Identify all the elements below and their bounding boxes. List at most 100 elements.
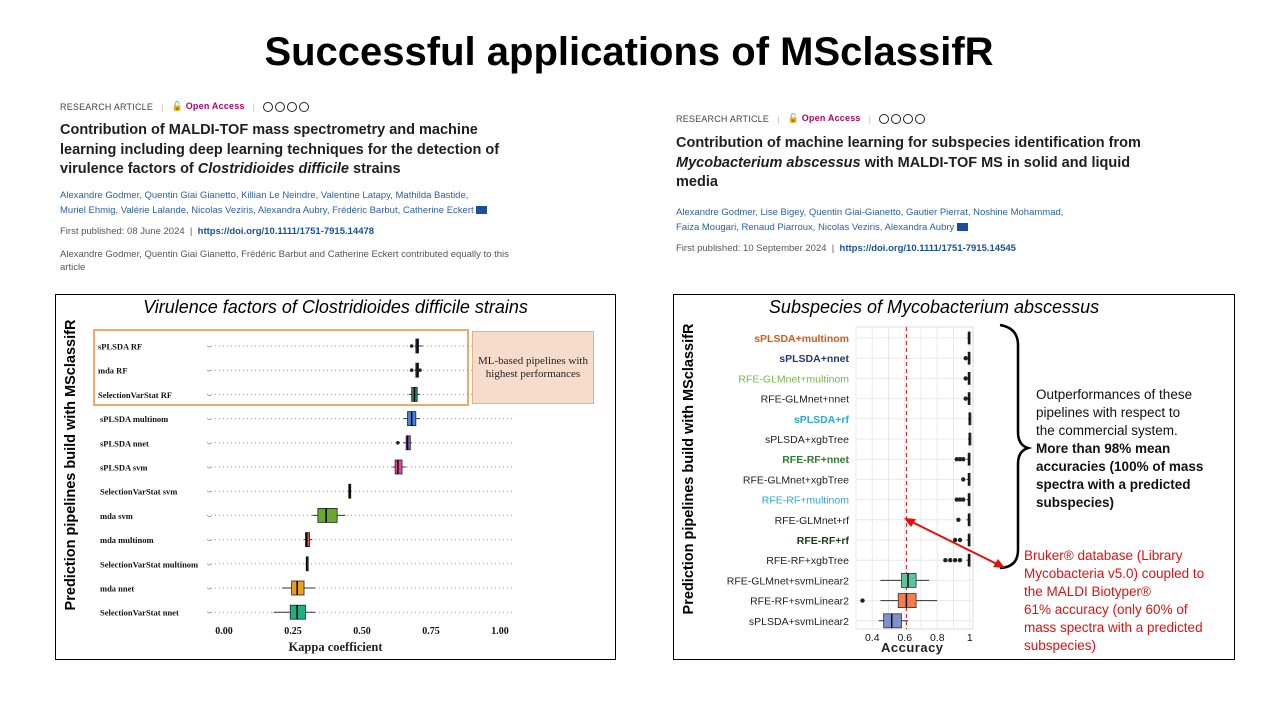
box [897, 593, 917, 609]
paper-right-doi-link[interactable]: https://doi.org/10.1111/1751-7915.14545 [839, 243, 1016, 254]
tick-mark: - [208, 607, 211, 617]
paper-right-title[interactable]: Contribution of machine learning for sub… [676, 135, 1141, 190]
outlier-point [956, 517, 961, 522]
outlier-point [957, 537, 963, 543]
outlier-point [952, 537, 958, 543]
category-label: sPLSDA svm [100, 463, 147, 473]
outlier-point [409, 344, 414, 348]
annotation-bruker: Bruker® database (Library Mycobacteria v… [1024, 548, 1205, 653]
slide-title: Successful applications of MSclassifR [264, 30, 994, 74]
outlier-point [860, 598, 865, 603]
annotation-outperformance: Outperformances of these pipelines with … [1036, 387, 1204, 510]
category-label: sPLSDA nnet [100, 438, 149, 448]
outlier-point [409, 368, 414, 372]
outlier-point [963, 396, 968, 401]
tick-mark: - [208, 559, 211, 569]
category-label: SelectionVarStat RF [98, 390, 172, 400]
article-type-label: RESEARCH ARTICLE [60, 101, 154, 112]
figure-left: Virulence factors of Clostridioides diff… [55, 294, 616, 660]
x-tick-label: 0.25 [284, 626, 302, 637]
outlier-point [957, 457, 963, 462]
outlier-point [396, 441, 400, 445]
outlier-point [957, 497, 963, 502]
category-label: sPLSDA RF [98, 342, 142, 352]
outlier-point [963, 356, 968, 361]
tick-mark: - [208, 535, 211, 545]
paper-right-authors[interactable]: Alexandre Godmer, Lise Bigey, Quentin Gi… [676, 207, 1064, 233]
mail-icon[interactable] [956, 223, 968, 232]
category-label: sPLSDA+xgbTree [765, 434, 849, 446]
figure-left-title: Virulence factors of Clostridioides diff… [143, 297, 528, 317]
x-tick-label: 0.8 [930, 632, 945, 644]
x-tick-label: 0.50 [353, 626, 371, 637]
open-access-badge[interactable]: 🔓 Open Access [171, 101, 245, 111]
paper-left-published: First published: 08 June 2024 | https://… [60, 226, 375, 237]
chart-left-svg: sPLSDA RF - mda RF - SelectionVarStat RF - sPL… [93, 329, 514, 637]
x-tick-label: 0.75 [422, 626, 440, 637]
category-label: RFE-RF+xgbTree [766, 555, 849, 567]
category-label: sPLSDA multinom [100, 414, 168, 424]
outlier-point [957, 558, 963, 563]
x-tick-label: 1.00 [491, 626, 509, 637]
tick-mark: - [208, 438, 211, 448]
category-label: sPLSDA+multinom [754, 333, 849, 345]
paper-left-note: Alexandre Godmer, Quentin Giai Gianetto,… [60, 249, 509, 273]
figure-right: Subspecies of Mycobacterium abscessus Pr… [673, 294, 1235, 660]
category-label: SelectionVarStat svm [100, 487, 177, 497]
outlier-point [961, 497, 966, 502]
box [317, 507, 338, 523]
tick-mark: - [208, 462, 211, 472]
mail-icon[interactable] [476, 206, 488, 215]
category-label: SelectionVarStat multinom [100, 559, 198, 569]
paper-left-title[interactable]: Contribution of MALDI-TOF mass spectrome… [60, 122, 500, 177]
paper-left-doi-link[interactable]: https://doi.org/10.1111/1751-7915.14478 [197, 226, 375, 237]
category-label: mda svm [100, 511, 133, 521]
article-type-label: RESEARCH ARTICLE [676, 113, 770, 124]
tick-mark: - [208, 414, 211, 424]
outlier-point [418, 368, 422, 372]
tick-mark: - [208, 583, 211, 593]
category-label: RFE-RF+svmLinear2 [750, 596, 849, 608]
paper-right-header: RESEARCH ARTICLE | 🔓 Open Access | [676, 113, 926, 124]
paper-left-header: RESEARCH ARTICLE | 🔓 Open Access | [60, 101, 310, 112]
paper-right-published: First published: 10 September 2024 | htt… [676, 243, 1016, 254]
category-label: RFE-RF+rf [797, 535, 850, 547]
tick-mark: - [208, 365, 211, 375]
x-tick-label: 0.6 [897, 632, 912, 644]
x-tick-label: 1 [967, 632, 973, 644]
figure-right-xlabel: Accuracy [881, 640, 944, 655]
outlier-point [961, 477, 966, 482]
box [883, 613, 902, 629]
figure-right-title: Subspecies of Mycobacterium abscessus [768, 297, 1100, 317]
open-access-badge[interactable]: 🔓 Open Access [787, 113, 861, 123]
outlier-point [943, 558, 948, 563]
category-label: RFE-RF+nnet [782, 454, 849, 466]
x-tick-label: 0.00 [215, 626, 233, 637]
paper-left-authors[interactable]: Alexandre Godmer, Quentin Giai Gianetto,… [60, 188, 540, 218]
highlight-box [93, 329, 469, 406]
outlier-point [952, 558, 958, 563]
license-icons [263, 101, 310, 112]
outlier-point [954, 457, 959, 462]
outlier-point [963, 376, 968, 381]
tick-mark: - [208, 341, 211, 351]
category-label: RFE-GLMnet+xgbTree [743, 474, 849, 486]
category-label: sPLSDA+svmLinear2 [749, 616, 849, 628]
outlier-point [954, 497, 959, 502]
category-label: RFE-GLMnet+rf [775, 515, 849, 527]
category-label: RFE-GLMnet+nnet [761, 394, 849, 406]
tick-mark: - [208, 510, 211, 520]
category-label: sPLSDA+rf [794, 414, 850, 426]
outlier-point [948, 558, 953, 563]
outlier-point [961, 457, 966, 462]
category-label: RFE-RF+multinom [762, 495, 849, 507]
tick-mark: - [208, 389, 211, 399]
category-label: RFE-GLMnet+multinom [738, 373, 849, 385]
category-label: sPLSDA+nnet [779, 353, 849, 365]
figure-left-xlabel: Kappa coefficient [288, 640, 383, 654]
x-tick-label: 0.4 [865, 632, 880, 644]
category-label: mda nnet [100, 584, 134, 594]
category-label: mda RF [98, 366, 128, 376]
category-label: SelectionVarStat nnet [100, 608, 179, 618]
tick-mark: - [208, 486, 211, 496]
